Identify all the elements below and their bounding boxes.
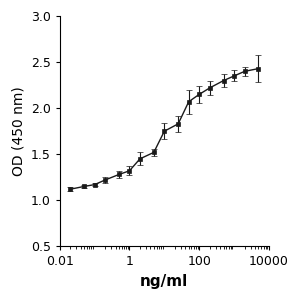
X-axis label: ng/ml: ng/ml (140, 274, 188, 289)
Y-axis label: OD (450 nm): OD (450 nm) (11, 86, 25, 176)
